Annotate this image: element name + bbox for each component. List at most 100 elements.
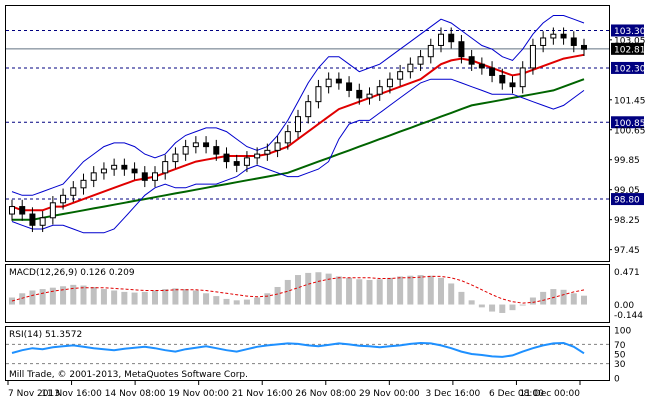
candle-up: [519, 67, 526, 88]
price-tick-label: 98.25: [614, 216, 640, 226]
rsi-title: RSI(14) 51.3572: [9, 330, 82, 340]
candle-down: [560, 33, 567, 39]
macd-bar: [295, 275, 301, 305]
candle-up: [550, 33, 557, 39]
candle-up: [152, 172, 158, 181]
macd-bar: [376, 279, 383, 305]
copyright-text: Mill Trade, © 2001-2013, MetaQuotes Soft…: [9, 370, 248, 380]
rsi-tick-label: 0: [614, 375, 620, 385]
macd-bar: [540, 291, 547, 305]
candle-up: [407, 63, 414, 73]
candle-up: [70, 187, 77, 196]
candle-down: [19, 206, 26, 215]
rsi-tick-label: 50: [614, 351, 626, 361]
macd-tick-label: 0.00: [614, 301, 634, 311]
candle-down: [448, 33, 455, 43]
candle-down: [203, 142, 210, 148]
time-tick-label: 11 Nov 16:00: [41, 389, 102, 399]
macd-bar: [111, 290, 118, 305]
time-tick-label: 26 Nov 08:00: [295, 389, 356, 399]
rsi-tick-label: 30: [614, 360, 626, 370]
candle-down: [468, 56, 475, 65]
price-level-label: 100.85: [614, 119, 646, 129]
macd-y-axis: 0.471 0.00-0.144: [614, 268, 643, 321]
macd-bar: [417, 275, 424, 305]
price-panel-frame: [5, 5, 610, 262]
price-levels: [6, 29, 609, 200]
candle-down: [570, 37, 577, 46]
candle-down: [356, 89, 363, 99]
macd-bar: [141, 291, 148, 305]
candle-up: [243, 157, 250, 166]
price-candles: [9, 27, 587, 233]
candle-up: [397, 71, 404, 80]
macd-bar: [131, 292, 138, 305]
macd-bar: [305, 272, 312, 305]
macd-bar: [80, 285, 87, 305]
macd-bar: [233, 300, 240, 305]
rsi-line-path: [11, 341, 585, 358]
candle-up: [162, 161, 169, 174]
bollinger-lower-line: [11, 78, 585, 234]
macd-bar: [427, 275, 434, 305]
candle-up: [529, 44, 536, 69]
macd-bar: [397, 276, 404, 305]
macd-bar: [335, 276, 342, 305]
macd-bar: [468, 300, 475, 305]
macd-tick-label: 0.471: [614, 268, 640, 278]
macd-bar: [223, 298, 230, 305]
price-level-tag: 103.30: [611, 24, 646, 37]
price-level-tag: 98.80: [611, 193, 644, 206]
macd-bar: [407, 275, 414, 305]
price-tick-label: 101.45: [614, 96, 646, 106]
price-tick-label: 99.05: [614, 186, 640, 196]
time-tick-label: 29 Nov 00:00: [359, 389, 420, 399]
price-tick-label: 99.85: [614, 156, 640, 166]
price-tick-label: 97.45: [614, 246, 640, 256]
slow-moving-average-line: [12, 78, 585, 221]
candle-down: [335, 78, 342, 84]
macd-bar: [90, 286, 97, 305]
fast-moving-average-line: [11, 53, 585, 212]
macd-bar: [366, 279, 373, 305]
candle-down: [499, 74, 506, 84]
candle-up: [540, 37, 547, 46]
candle-up: [284, 131, 291, 144]
candle-down: [458, 41, 465, 58]
macd-bar: [172, 288, 179, 305]
macd-title: MACD(12,26,9) 0.126 0.209: [9, 268, 135, 278]
candle-down: [346, 82, 353, 91]
candle-up: [264, 149, 271, 155]
candle-down: [509, 82, 516, 88]
rsi-tick-label: 100: [614, 327, 631, 337]
macd-bar: [550, 289, 557, 305]
macd-bar: [489, 304, 496, 312]
price-indicator-lines: [11, 15, 585, 234]
candle-up: [417, 56, 424, 65]
price-level-tag-bg: [611, 42, 644, 55]
candle-up: [172, 153, 179, 163]
macd-bar: [448, 283, 455, 305]
macd-bar: [49, 287, 56, 305]
candle-up: [192, 142, 199, 148]
macd-signal-line-path: [11, 275, 585, 304]
price-level-tag-bg: [611, 116, 644, 129]
macd-bar: [315, 272, 322, 305]
macd-bar: [60, 286, 67, 305]
macd-bar: [9, 297, 15, 305]
candle-up: [376, 86, 383, 95]
candle-up: [9, 206, 15, 215]
macd-bar: [162, 289, 169, 305]
macd-bar: [192, 290, 199, 305]
macd-bar: [29, 290, 36, 305]
macd-bar: [581, 295, 587, 305]
macd-bar: [560, 289, 567, 305]
macd-bar: [458, 291, 465, 305]
time-tick-label: 21 Nov 16:00: [232, 389, 293, 399]
macd-tick-label: -0.144: [614, 311, 643, 321]
time-tick-label: 11 Dec 00:00: [519, 389, 580, 399]
